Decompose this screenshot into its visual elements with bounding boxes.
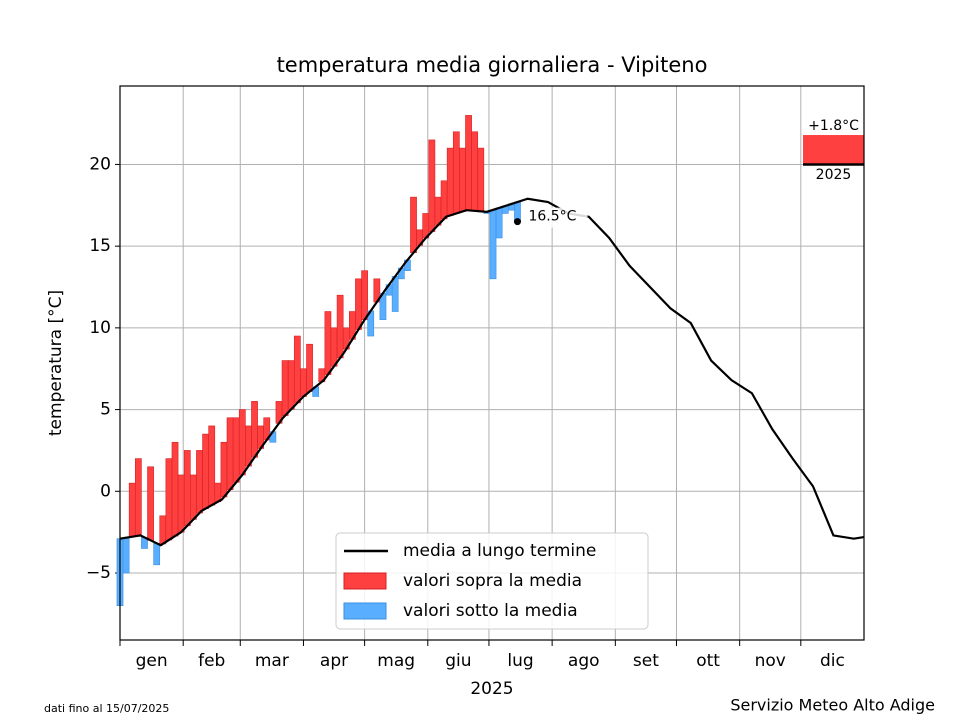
x-tick-label: set bbox=[633, 651, 659, 671]
bar-above bbox=[147, 466, 154, 541]
source: Servizio Meteo Alto Adige bbox=[730, 696, 935, 715]
bar-above bbox=[238, 409, 246, 476]
anomaly-bar bbox=[803, 135, 864, 165]
x-tick-label: lug bbox=[507, 651, 533, 671]
x-tick-label: mag bbox=[377, 651, 415, 671]
bar-above bbox=[177, 474, 185, 533]
last-label: 16.5°C bbox=[528, 209, 576, 225]
x-tick-label: apr bbox=[320, 651, 348, 671]
x-tick-label: ago bbox=[568, 651, 600, 671]
y-tick-label: 10 bbox=[89, 318, 111, 338]
bar-above bbox=[190, 474, 197, 520]
x-tick-label: giu bbox=[445, 651, 471, 671]
bar-above bbox=[477, 147, 485, 212]
legend-label: valori sopra la media bbox=[403, 571, 582, 591]
legend-box bbox=[335, 532, 649, 630]
bar-above bbox=[440, 180, 448, 220]
bar-above bbox=[465, 115, 472, 211]
y-tick-label: 0 bbox=[100, 481, 111, 501]
x-tick-label: ott bbox=[696, 651, 720, 671]
label-bg bbox=[525, 207, 588, 228]
bar-below bbox=[153, 542, 161, 566]
x-tick-label: mar bbox=[255, 651, 289, 671]
bar-above bbox=[159, 515, 167, 545]
bar-above bbox=[471, 131, 479, 212]
mean-line bbox=[119, 197, 865, 547]
bar-above bbox=[183, 450, 191, 527]
bar-above bbox=[306, 343, 313, 392]
bar-below bbox=[122, 537, 130, 574]
bar-above bbox=[196, 450, 203, 514]
bar-above bbox=[128, 482, 136, 538]
bar-above bbox=[220, 441, 228, 498]
chart-title: temperatura media giornaliera - Vipiteno bbox=[277, 53, 708, 77]
legend: media a lungo termine valori sopra la med… bbox=[335, 532, 649, 630]
last-point bbox=[513, 218, 521, 226]
bar-above bbox=[232, 417, 240, 483]
bar-above bbox=[214, 482, 222, 503]
x-tick-label: gen bbox=[136, 651, 168, 671]
bar-above bbox=[287, 360, 295, 410]
bar-above bbox=[361, 270, 368, 320]
legend-swatch bbox=[343, 572, 387, 590]
legend-label: valori sotto la media bbox=[403, 601, 578, 621]
bar-above bbox=[202, 433, 209, 509]
bar-above bbox=[452, 131, 460, 214]
bar-above bbox=[434, 196, 442, 226]
bar-above bbox=[293, 335, 301, 404]
bar-above bbox=[208, 425, 216, 506]
bar-below bbox=[391, 276, 399, 312]
y-tick-label: −5 bbox=[86, 563, 111, 583]
x-axis-label: 2025 bbox=[470, 679, 513, 699]
bar-above bbox=[410, 196, 417, 253]
bar-above bbox=[134, 458, 142, 537]
x-tick-label: nov bbox=[755, 651, 786, 671]
bar-above bbox=[165, 458, 173, 541]
bar-above bbox=[355, 278, 362, 330]
bar-below bbox=[489, 209, 497, 280]
anomaly-year: 2025 bbox=[816, 167, 852, 183]
bar-above bbox=[330, 327, 338, 367]
x-tick-label: feb bbox=[198, 651, 225, 671]
bar-above bbox=[245, 425, 252, 467]
bar-above bbox=[300, 368, 307, 397]
bar-below bbox=[495, 207, 503, 239]
bar-above bbox=[336, 294, 344, 359]
bar-above bbox=[459, 147, 466, 212]
y-tick-label: 15 bbox=[89, 236, 111, 256]
y-axis-label: temperatura [°C] bbox=[46, 290, 66, 436]
footnote: dati fino al 15/07/2025 bbox=[44, 702, 169, 715]
plot-frame bbox=[119, 85, 865, 641]
bar-above bbox=[281, 360, 289, 416]
x-tick-label: dic bbox=[820, 651, 845, 671]
bar-above bbox=[171, 441, 179, 537]
anomaly-label: +1.8°C bbox=[808, 118, 859, 134]
bar-above bbox=[226, 417, 234, 490]
bar-above bbox=[446, 147, 454, 216]
bar-above bbox=[324, 311, 332, 375]
y-tick-label: 20 bbox=[89, 154, 111, 174]
legend-swatch bbox=[343, 602, 387, 620]
y-tick-label: 5 bbox=[100, 400, 111, 420]
legend-label: media a lungo termine bbox=[403, 541, 596, 561]
bar-above bbox=[251, 401, 258, 458]
bar-above bbox=[428, 139, 436, 232]
